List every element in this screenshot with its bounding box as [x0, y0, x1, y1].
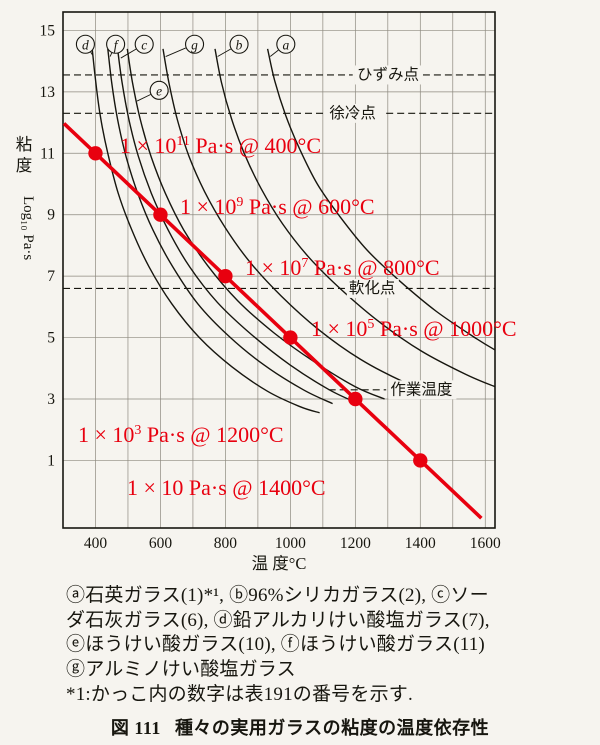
figure-number: 図 111 — [110, 718, 161, 738]
curve-leader-c — [120, 48, 137, 59]
figure-legend: ⓐ石英ガラス(1)*¹, ⓑ96%シリカガラス(2), ⓒソー ダ石灰ガラス(6… — [66, 584, 548, 707]
y-axis-label-cjk: 粘 — [16, 135, 33, 154]
legend-line-2: ダ石灰ガラス(6), ⓓ鉛アルカリけい酸塩ガラス(7), — [66, 609, 490, 631]
red-annotation-800c: 1 × 107 Pa·s @ 800°C — [245, 255, 440, 280]
red-point-800c — [218, 268, 233, 284]
figure-caption: 図 111 種々の実用ガラスの粘度の温度依存性 — [0, 714, 600, 740]
red-annotation-1200c: 1 × 103 Pa·s @ 1200°C — [78, 422, 284, 447]
y-tick-3: 3 — [47, 391, 55, 408]
x-tick-800: 800 — [214, 535, 238, 552]
y-tick-1: 1 — [47, 452, 55, 469]
curve-marker-f — [106, 34, 126, 54]
red-annotation-600c: 1 × 109 Pa·s @ 600°C — [180, 194, 375, 219]
curve-letter-e: e — [156, 83, 162, 98]
figure-title: 種々の実用ガラスの粘度の温度依存性 — [174, 718, 490, 738]
y-tick-13: 13 — [40, 84, 56, 101]
plot-frame — [62, 11, 496, 529]
curve-marker-e — [149, 80, 169, 100]
curve-letter-g: g — [191, 37, 198, 52]
curve-marker-b — [229, 34, 249, 54]
curve-g — [162, 48, 441, 397]
y-tick-15: 15 — [40, 22, 56, 39]
curve-leader-e — [136, 94, 151, 102]
curve-letter-a: a — [282, 37, 289, 52]
curve-marker-g — [184, 34, 205, 54]
ref-label-bg-softening-point — [346, 278, 399, 298]
curve-a — [266, 48, 496, 351]
y-tick-11: 11 — [40, 145, 55, 162]
legend-line-1: ⓐ石英ガラス(1)*¹, ⓑ96%シリカガラス(2), ⓒソー — [66, 585, 489, 606]
x-tick-400: 400 — [84, 535, 108, 552]
red-point-600c — [153, 207, 168, 222]
y-tick-7: 7 — [47, 268, 55, 285]
x-tick-1400: 1400 — [405, 535, 436, 552]
red-trend-line — [62, 122, 483, 520]
x-tick-1000: 1000 — [275, 535, 306, 552]
x-tick-1600: 1600 — [470, 535, 501, 552]
y-tick-9: 9 — [47, 207, 55, 224]
curve-marker-a — [276, 34, 296, 54]
red-annotation-overlay: 1 × 1011 Pa·s @ 400°C 1 × 109 Pa·s @ 600°… — [62, 122, 517, 520]
curve-d — [91, 48, 320, 414]
curve-c — [116, 48, 359, 405]
curve-marker-d — [75, 34, 95, 54]
red-annotation-1400c: 1 × 10 Pa·s @ 1400°C — [127, 475, 326, 500]
red-point-400c — [88, 146, 103, 161]
y-axis-label-cjk: 度 — [16, 156, 33, 175]
curve-leader-f — [109, 52, 113, 57]
curve-letter-b: b — [236, 37, 243, 52]
ref-label-bg-strain-point — [354, 65, 423, 85]
ref-label-strain-point: ひずみ点 — [357, 65, 419, 83]
red-point-1400c — [413, 453, 428, 468]
legend-line-4: ⓖアルミノけい酸塩ガラス — [66, 659, 296, 681]
ref-label-softening-point: 軟化点 — [349, 279, 396, 297]
y-axis-label: 粘度 Log₁₀ Pa·s — [16, 135, 36, 260]
y-axis-label-latin: Log₁₀ Pa·s — [20, 196, 36, 260]
curve-letter-f: f — [114, 37, 120, 52]
curve-f — [107, 48, 333, 405]
glass-curves — [91, 48, 496, 414]
curve-labels: d f c e g b a — [75, 34, 296, 102]
curve-leader-b — [217, 48, 232, 57]
curve-b — [214, 48, 496, 388]
curve-marker-c — [134, 34, 154, 54]
x-tick-1200: 1200 — [340, 535, 371, 552]
y-tick-5: 5 — [47, 330, 55, 347]
ref-label-bg-annealing-point — [327, 103, 380, 123]
curve-letter-c: c — [141, 37, 147, 52]
ref-label-working-temperature: 作業温度 — [390, 380, 452, 398]
red-annotation-1000c: 1 × 105 Pa·s @ 1000°C — [311, 316, 517, 341]
curve-leader-g — [165, 47, 186, 57]
curve-leader-a — [269, 49, 279, 57]
curve-letter-d: d — [82, 37, 89, 52]
x-tick-600: 600 — [149, 535, 173, 552]
red-point-1000c — [283, 330, 298, 345]
curve-leader-d — [90, 51, 93, 56]
ref-label-bg-working-temperature — [388, 380, 457, 400]
red-point-1200c — [348, 391, 363, 407]
legend-footnote: *1:かっこ内の数字は表191の番号を示す. — [66, 683, 413, 705]
legend-line-3: ⓔほうけい酸ガラス(10), ⓕほうけい酸ガラス(11) — [66, 634, 485, 656]
ref-label-annealing-point: 徐冷点 — [329, 104, 376, 122]
red-annotation-400c: 1 × 1011 Pa·s @ 400°C — [120, 133, 321, 158]
x-axis-label: 温 度°C — [252, 554, 307, 573]
